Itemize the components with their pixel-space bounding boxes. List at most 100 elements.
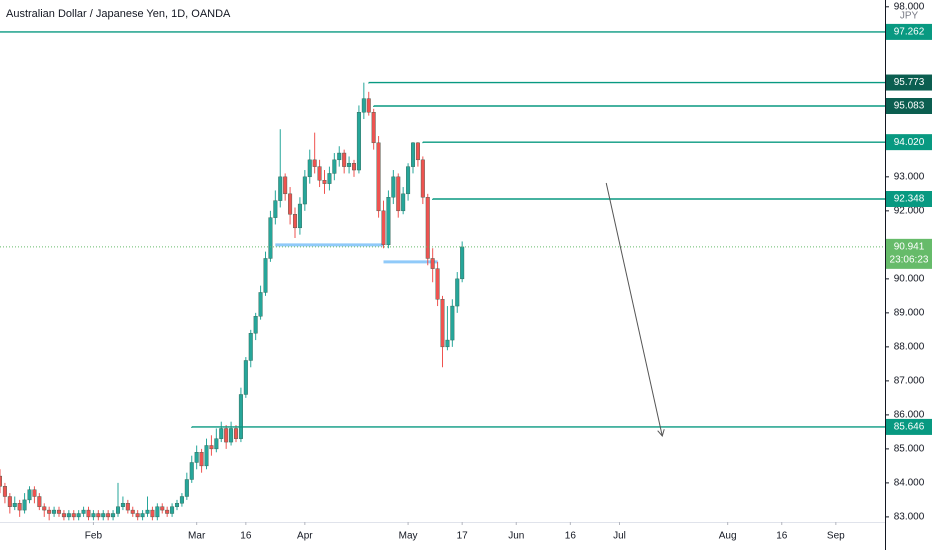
- candle-body: [86, 509, 91, 518]
- candle-body: [47, 509, 52, 514]
- candle-body: [445, 339, 450, 348]
- candle-body: [71, 513, 76, 518]
- y-tick-label: 90.000: [894, 273, 925, 284]
- candle-body: [165, 509, 170, 514]
- candle-body: [42, 506, 47, 511]
- candle-body: [312, 159, 317, 167]
- x-tick-label: Aug: [719, 531, 737, 542]
- y-tick-label: 85.000: [894, 444, 925, 455]
- candle-body: [140, 513, 145, 518]
- candle-body: [111, 513, 116, 518]
- candle-body: [278, 176, 283, 201]
- candle-body: [322, 180, 327, 184]
- candle-body: [391, 176, 396, 198]
- candle-body: [170, 506, 175, 514]
- candle-body: [150, 509, 155, 518]
- candle-body: [229, 428, 234, 443]
- y-tick-label: 88.000: [894, 342, 925, 353]
- level-label: 85.646: [894, 422, 925, 433]
- last-price-label: 90.941: [894, 241, 925, 252]
- x-tick-label: 17: [457, 531, 469, 542]
- candle-body: [194, 452, 199, 463]
- candle-body: [273, 200, 278, 218]
- y-tick-label: 98.000: [894, 1, 925, 12]
- candle-body: [366, 98, 371, 113]
- candle-body: [381, 210, 386, 246]
- level-label-box: [886, 134, 932, 151]
- candle-body: [440, 299, 445, 348]
- candle-body: [258, 292, 263, 317]
- level-label-box: [886, 418, 932, 435]
- level-label-box: [886, 97, 932, 114]
- candle-body: [293, 214, 298, 229]
- x-tick-label: 16: [565, 531, 577, 542]
- level-label: 95.083: [894, 101, 925, 112]
- y-tick-label: 92.000: [894, 205, 925, 216]
- candle-body: [406, 166, 411, 195]
- candle-body: [268, 217, 273, 259]
- candle-body: [342, 152, 347, 167]
- candle-body: [32, 489, 37, 497]
- candle-body: [130, 509, 135, 514]
- candle-body: [401, 193, 406, 212]
- candle-body: [332, 159, 337, 174]
- candle-body: [76, 513, 81, 518]
- candle-body: [101, 513, 106, 518]
- candle-body: [0, 475, 2, 487]
- candle-body: [233, 428, 238, 439]
- x-tick-label: Feb: [85, 531, 103, 542]
- level-label: 95.773: [894, 77, 925, 88]
- candle-body: [243, 360, 248, 395]
- candle-body: [302, 176, 307, 205]
- candle-body: [81, 509, 86, 514]
- arrow-shaft: [605, 182, 663, 437]
- candle-body: [297, 203, 302, 229]
- candle-body: [155, 506, 160, 518]
- candle-body: [209, 445, 214, 450]
- arrow-head: [657, 429, 665, 437]
- x-tick-label: May: [399, 531, 418, 542]
- y-tick-label: 86.000: [894, 410, 925, 421]
- candle-body: [179, 496, 184, 504]
- candle-body: [396, 176, 401, 212]
- candle-body: [7, 496, 12, 507]
- candle-body: [307, 159, 312, 178]
- y-tick-label: 89.000: [894, 308, 925, 319]
- candle-body: [115, 506, 120, 514]
- candle-body: [57, 509, 62, 514]
- candle-body: [361, 98, 366, 113]
- candle-body: [199, 452, 204, 467]
- candle-body: [17, 503, 22, 511]
- last-price-box: [886, 238, 932, 269]
- candle-body: [460, 246, 465, 280]
- y-tick-label: 93.000: [894, 171, 925, 182]
- candle-body: [435, 268, 440, 300]
- countdown-label: 23:06:23: [890, 254, 929, 265]
- x-tick-label: Jun: [508, 531, 524, 542]
- candle-body: [415, 142, 420, 161]
- candle-body: [347, 163, 352, 167]
- level-label-box: [886, 23, 932, 40]
- x-tick-label: Jul: [613, 531, 626, 542]
- candle-body: [219, 428, 224, 439]
- candle-body: [37, 496, 42, 507]
- candle-body: [430, 258, 435, 269]
- candle-body: [283, 176, 288, 195]
- level-label: 92.348: [894, 194, 925, 205]
- x-tick-label: Apr: [297, 531, 313, 542]
- candle-body: [120, 503, 125, 507]
- level-label-box: [886, 191, 932, 208]
- candle-body: [455, 278, 460, 307]
- candle-body: [224, 428, 229, 443]
- candle-body: [12, 503, 17, 507]
- candle-body: [174, 503, 179, 507]
- candle-body: [125, 503, 130, 511]
- chart-title: Australian Dollar / Japanese Yen, 1D, OA…: [6, 8, 231, 20]
- candle-body: [317, 166, 322, 181]
- candle-body: [327, 173, 332, 184]
- candle-body: [371, 112, 376, 144]
- candle-body: [420, 159, 425, 198]
- candle-body: [66, 513, 71, 518]
- candle-body: [204, 445, 209, 467]
- candle-body: [22, 499, 27, 511]
